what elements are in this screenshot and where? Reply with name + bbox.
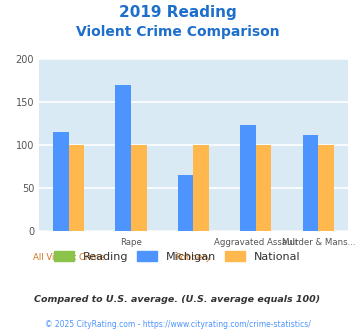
- Bar: [53, 132, 69, 231]
- Bar: [193, 145, 209, 231]
- Text: Rape: Rape: [120, 238, 142, 247]
- Text: Murder & Mans...: Murder & Mans...: [282, 238, 355, 247]
- Text: Aggravated Assault: Aggravated Assault: [214, 238, 298, 247]
- Text: All Violent Crime: All Violent Crime: [33, 253, 104, 262]
- Bar: [131, 145, 147, 231]
- Text: Violent Crime Comparison: Violent Crime Comparison: [76, 25, 279, 39]
- Bar: [240, 125, 256, 231]
- Text: © 2025 CityRating.com - https://www.cityrating.com/crime-statistics/: © 2025 CityRating.com - https://www.city…: [45, 320, 310, 329]
- Bar: [69, 145, 84, 231]
- Bar: [178, 175, 193, 231]
- Bar: [303, 135, 318, 231]
- Text: Robbery: Robbery: [175, 253, 212, 262]
- Legend: Reading, Michigan, National: Reading, Michigan, National: [50, 247, 305, 267]
- Bar: [256, 145, 272, 231]
- Bar: [115, 85, 131, 231]
- Text: Compared to U.S. average. (U.S. average equals 100): Compared to U.S. average. (U.S. average …: [34, 295, 321, 304]
- Bar: [318, 145, 334, 231]
- Text: 2019 Reading: 2019 Reading: [119, 5, 236, 20]
